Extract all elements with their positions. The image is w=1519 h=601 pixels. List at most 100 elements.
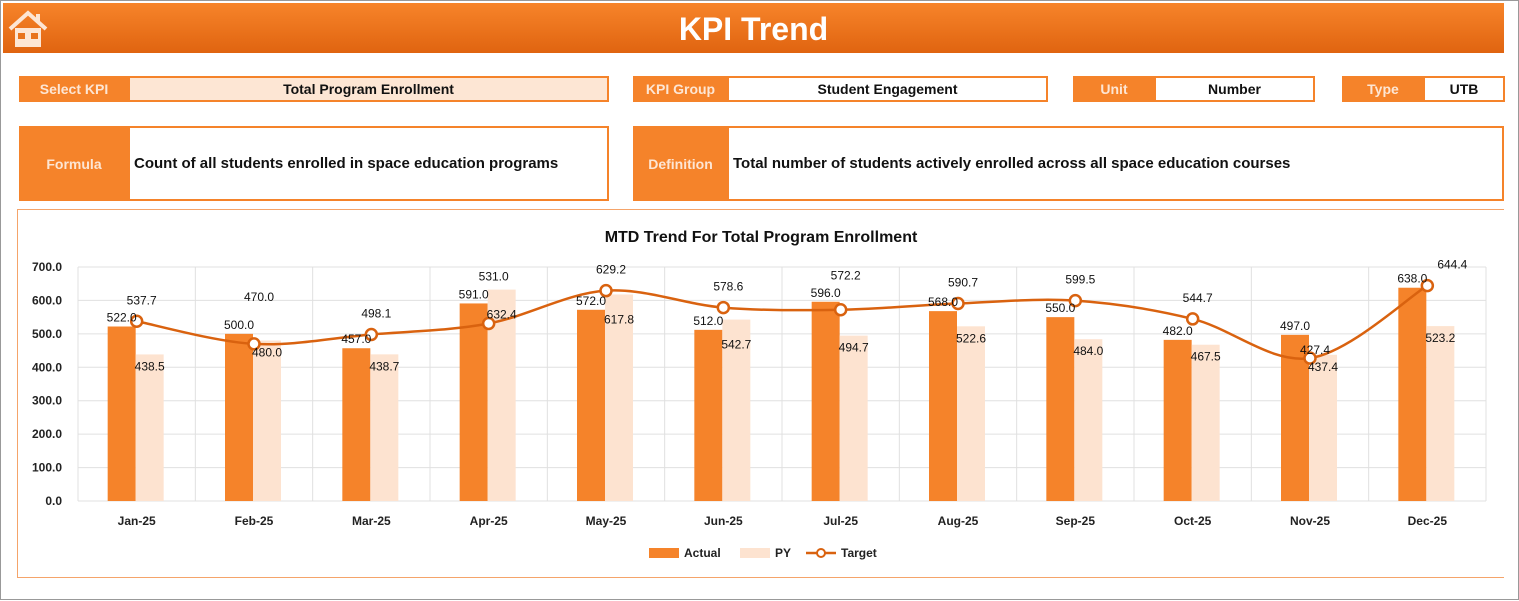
kpi-group-label: KPI Group	[633, 76, 728, 102]
actual-bar	[1281, 334, 1309, 501]
target-point	[1068, 293, 1083, 308]
actual-data-label: 596.0	[811, 286, 841, 300]
legend-py-label: PY	[775, 546, 791, 560]
legend-target-label: Target	[841, 546, 877, 560]
target-data-label: 498.1	[361, 306, 391, 320]
home-icon[interactable]	[7, 9, 49, 49]
type-label: Type	[1342, 76, 1424, 102]
py-data-label: 522.6	[956, 331, 986, 345]
actual-bar	[107, 326, 136, 501]
py-bar	[722, 319, 751, 501]
x-tick-label: Sep-25	[1056, 514, 1096, 528]
formula-label: Formula	[19, 126, 129, 201]
y-tick-label: 500.0	[32, 327, 62, 341]
target-point	[364, 327, 379, 342]
py-bar	[1191, 344, 1220, 501]
target-data-label: 629.2	[596, 263, 626, 277]
target-point	[481, 316, 496, 331]
py-bar	[370, 354, 399, 501]
py-bar	[1074, 339, 1103, 501]
actual-bar	[1046, 317, 1075, 501]
py-data-label: 437.4	[1308, 360, 1338, 374]
page-title: KPI Trend	[678, 11, 829, 47]
actual-data-label: 591.0	[459, 287, 489, 301]
target-point	[833, 302, 848, 317]
chart-title: MTD Trend For Total Program Enrollment	[605, 229, 918, 246]
actual-data-label: 550.0	[1045, 301, 1075, 315]
actual-data-label: 638.0	[1397, 272, 1427, 286]
unit-value: Number	[1154, 76, 1315, 102]
py-bar	[253, 340, 281, 501]
py-data-label: 542.7	[721, 338, 751, 352]
target-point	[1185, 312, 1200, 326]
target-data-label: 599.5	[1065, 273, 1095, 287]
actual-bar	[811, 301, 840, 501]
header-bar: KPI Trend	[3, 3, 1504, 53]
target-point	[1303, 351, 1317, 365]
py-bar	[957, 326, 985, 501]
actual-bar	[929, 311, 957, 501]
actual-bar	[225, 333, 253, 501]
target-data-label: 578.6	[713, 280, 743, 294]
target-point	[129, 314, 144, 329]
y-tick-label: 700.0	[32, 260, 62, 274]
actual-data-label: 482.0	[1163, 324, 1193, 338]
select-kpi-label: Select KPI	[19, 76, 129, 102]
target-data-label: 644.4	[1437, 258, 1467, 272]
select-kpi-dropdown[interactable]: Total Program Enrollment	[128, 76, 609, 102]
y-tick-label: 200.0	[32, 427, 62, 441]
actual-data-label: 568.0	[928, 295, 958, 309]
py-data-label: 438.7	[369, 359, 399, 373]
py-data-label: 617.8	[604, 312, 634, 326]
py-data-label: 523.2	[1425, 331, 1455, 345]
x-tick-label: Apr-25	[470, 514, 508, 528]
py-bar	[839, 335, 868, 501]
actual-data-label: 497.0	[1280, 319, 1310, 333]
target-data-label: 470.0	[244, 290, 274, 304]
py-data-label: 632.4	[487, 308, 517, 322]
py-bar	[1309, 354, 1337, 501]
type-value: UTB	[1423, 76, 1505, 102]
definition-value: Total number of students actively enroll…	[727, 126, 1504, 201]
py-bar	[605, 294, 633, 501]
target-point	[951, 296, 965, 311]
py-data-label: 484.0	[1073, 344, 1103, 358]
legend-target-marker	[816, 548, 826, 558]
py-data-label: 438.5	[135, 359, 165, 373]
target-point	[599, 283, 613, 298]
x-tick-label: Feb-25	[235, 514, 274, 528]
x-tick-label: Aug-25	[938, 514, 979, 528]
kpi-group-value: Student Engagement	[727, 76, 1048, 102]
legend-actual-swatch	[649, 548, 679, 558]
actual-data-label: 522.0	[107, 311, 137, 325]
y-tick-label: 600.0	[32, 293, 62, 307]
target-data-label: 572.2	[831, 269, 861, 283]
actual-data-label: 500.0	[224, 318, 254, 332]
py-bar	[135, 354, 164, 501]
py-bar	[1426, 326, 1455, 501]
y-tick-label: 400.0	[32, 360, 62, 374]
formula-value: Count of all students enrolled in space …	[128, 126, 609, 201]
target-data-label: 544.7	[1183, 291, 1213, 305]
target-data-label: 427.4	[1300, 343, 1330, 357]
target-line	[136, 284, 1428, 360]
legend-py-swatch	[740, 548, 770, 558]
actual-bar	[1398, 287, 1427, 501]
y-tick-label: 100.0	[32, 461, 62, 475]
target-point	[716, 300, 731, 315]
actual-data-label: 512.0	[693, 314, 723, 328]
x-tick-label: May-25	[586, 514, 627, 528]
y-tick-label: 0.0	[45, 494, 62, 508]
x-tick-label: Jan-25	[118, 514, 156, 528]
target-point	[247, 337, 261, 351]
x-tick-label: Dec-25	[1408, 514, 1448, 528]
actual-bar	[459, 303, 488, 501]
legend-actual-label: Actual	[684, 546, 721, 560]
py-data-label: 467.5	[1191, 350, 1221, 364]
actual-data-label: 572.0	[576, 294, 606, 308]
x-tick-label: Mar-25	[352, 514, 391, 528]
py-data-label: 480.0	[252, 346, 282, 360]
definition-label: Definition	[633, 126, 728, 201]
target-data-label: 531.0	[479, 269, 509, 283]
